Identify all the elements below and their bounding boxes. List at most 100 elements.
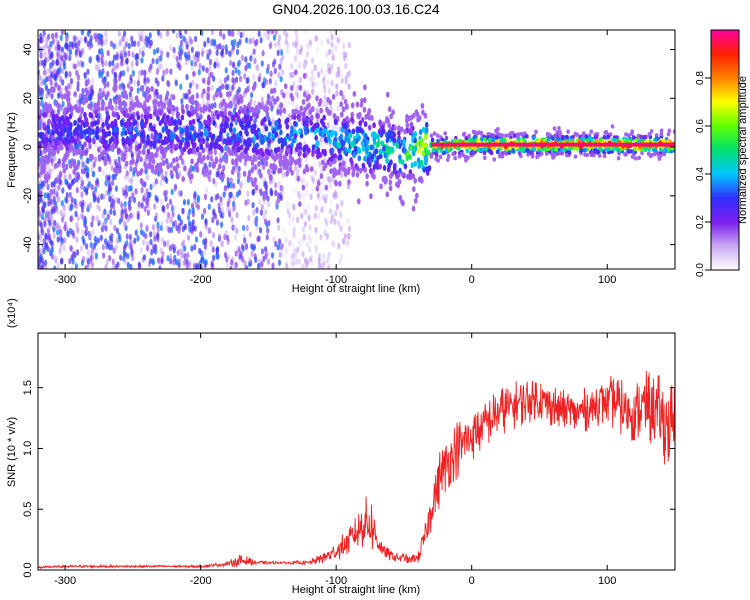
spectrogram-cell (40, 180, 45, 188)
spectrogram-cell (483, 137, 487, 142)
spectrogram-cell (61, 187, 65, 194)
spectrogram-cell (247, 102, 251, 109)
spectrogram-cell (180, 103, 185, 110)
spectrogram-cell (194, 236, 199, 243)
spectrogram-cell (386, 117, 390, 124)
spectrogram-cell (166, 203, 170, 210)
spectrogram-cell (199, 113, 203, 120)
spectrogram-cell (266, 34, 270, 41)
spectrogram-cell (105, 174, 109, 181)
spectrogram-cell (104, 60, 108, 67)
spectrogram-cell (305, 103, 310, 110)
spectrogram-cell (129, 165, 133, 173)
spectrogram-cell (44, 84, 49, 91)
spectrogram-cell (101, 78, 106, 85)
spectrogram-cell (301, 184, 306, 191)
spectrogram-cell (186, 198, 190, 206)
spectrogram-cell (149, 183, 153, 191)
spectrogram-cell (216, 253, 220, 260)
spectrogram-cell (260, 96, 264, 103)
spectrogram-cell (110, 179, 115, 187)
spectrogram-cell (164, 94, 169, 101)
spectrogram-cell (38, 249, 41, 256)
spectrogram-cell (162, 148, 167, 155)
spectrogram-cell (126, 261, 130, 269)
spectrogram-cell (324, 217, 328, 224)
spectrogram-cell (100, 47, 104, 55)
spectrogram-cell (154, 88, 158, 96)
spectrogram-cell (145, 225, 149, 232)
spectrogram-cell (40, 92, 45, 99)
spectrogram-cell (299, 105, 304, 112)
spectrogram-cell (234, 67, 238, 74)
spectrogram-cell (374, 133, 378, 140)
spectrogram-cell (353, 145, 358, 152)
spectrogram-cell (47, 118, 52, 125)
spectrogram-cell (594, 134, 599, 140)
spectrogram-cell (290, 95, 295, 102)
spectrogram-cell (365, 173, 369, 180)
spectrogram-cell (321, 148, 325, 155)
spectrogram-cell (105, 259, 109, 266)
spectrogram-cell (294, 252, 298, 260)
spectrogram-cell (168, 257, 172, 265)
spectrogram-cell (177, 214, 182, 222)
spectrogram-cell (61, 79, 65, 86)
spectrogram-cell (72, 232, 76, 239)
spectrogram-cell (137, 149, 142, 156)
spectrogram-cell (104, 30, 108, 38)
spectrogram-cell (231, 115, 236, 122)
spectrogram-cell (657, 156, 662, 161)
spectrogram-cell (355, 126, 360, 133)
spectrogram-cell (279, 192, 283, 199)
spectrogram-cell (311, 148, 315, 155)
spectrogram-cell (370, 153, 375, 160)
spectrogram-cell (83, 111, 87, 118)
spectrogram-cell (366, 110, 371, 117)
spectrogram-cell (188, 208, 192, 215)
spectrogram-cell (187, 54, 191, 61)
spectrogram-cell (284, 237, 288, 244)
spectrogram-cell (370, 131, 375, 138)
spectrogram-cell (315, 95, 319, 102)
spectrogram-cell (52, 149, 56, 156)
spectrogram-cell (94, 132, 99, 139)
spectrogram-cell (630, 154, 635, 159)
spectrogram-cell (610, 124, 615, 129)
spectrogram-cell (72, 146, 77, 153)
spectrogram-cell (219, 211, 223, 218)
spectrogram-cell (101, 243, 105, 251)
spectrogram-cell (92, 196, 96, 203)
spectrogram-cell (405, 155, 410, 162)
spectrogram-cell (136, 234, 140, 242)
spectrogram-cell (179, 32, 183, 39)
spectrogram-cell (391, 109, 395, 116)
spectrogram-cell (243, 237, 247, 244)
spectrogram-cell (39, 236, 43, 243)
spectrogram-cell (187, 134, 192, 141)
spectrogram-cell (317, 257, 321, 264)
spectrogram-cell (408, 173, 412, 180)
spectrogram-cell (323, 230, 327, 237)
spectrogram-cell (155, 58, 159, 65)
spectrogram-cell (102, 193, 106, 200)
spectrogram-cell (460, 151, 464, 157)
spectrogram-cell (60, 115, 65, 122)
spectrogram-cell (495, 149, 500, 155)
spectrogram-cell (257, 262, 261, 269)
spectrogram-cell (262, 198, 267, 205)
spectrogram-cell (341, 94, 346, 101)
spectrogram-cell (91, 244, 95, 251)
spectrogram-cell (341, 238, 346, 245)
spectrogram-cell (175, 156, 179, 163)
spectrogram-cell (302, 192, 306, 199)
spectrogram-cell (251, 37, 255, 44)
spectrogram-cell (137, 200, 141, 208)
spectrogram-cell (220, 48, 225, 55)
spectrogram-cell (202, 207, 207, 215)
spectrogram-cell (283, 83, 288, 90)
spectrogram-cell (51, 32, 55, 40)
spectrogram-cell (203, 193, 208, 201)
spectrogram-cell (330, 48, 335, 56)
spectrogram-cell (140, 30, 144, 35)
